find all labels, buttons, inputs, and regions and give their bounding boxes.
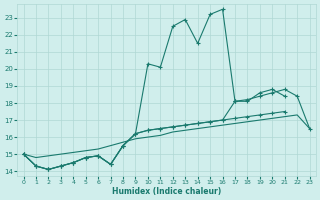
X-axis label: Humidex (Indice chaleur): Humidex (Indice chaleur) — [112, 187, 221, 196]
